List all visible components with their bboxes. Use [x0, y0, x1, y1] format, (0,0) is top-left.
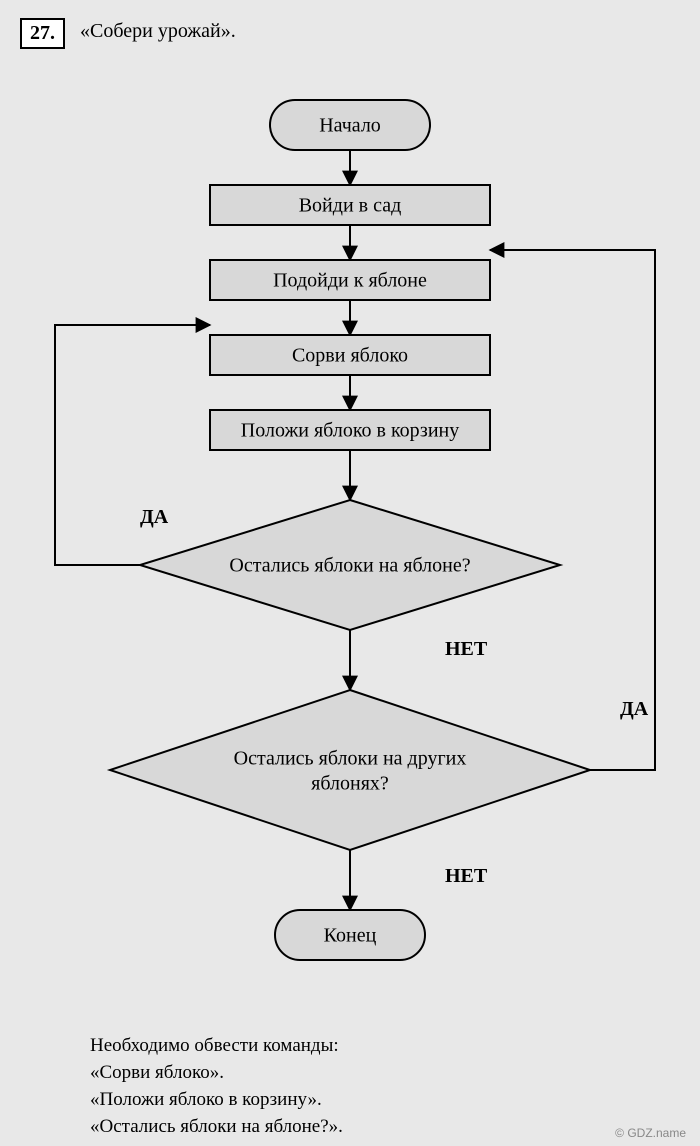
flowchart-svg: Начало Войди в сад Подойди к яблоне Сорв…: [0, 70, 700, 1030]
page: 27. «Собери урожай».: [0, 0, 700, 1146]
svg-text:Остались яблоки на других: Остались яблоки на других: [234, 748, 467, 770]
node-end: Конец: [275, 910, 425, 960]
footer-line-3: «Положи яблоко в корзину».: [90, 1089, 322, 1111]
svg-text:Положи яблоко в корзину: Положи яблоко в корзину: [241, 420, 459, 442]
label-net-2: НЕТ: [445, 865, 488, 887]
svg-text:Сорви яблоко: Сорви яблоко: [292, 345, 408, 367]
node-start: Начало: [270, 100, 430, 150]
node-enter-garden: Войди в сад: [210, 185, 490, 225]
footer-line-4: «Остались яблоки на яблоне?».: [90, 1116, 343, 1138]
label-net-1: НЕТ: [445, 638, 488, 660]
footer-line-1: Необходимо обвести команды:: [90, 1035, 339, 1057]
task-number-box: 27.: [20, 18, 65, 49]
svg-text:Начало: Начало: [319, 115, 381, 137]
node-decision-apples-left: Остались яблоки на яблоне?: [140, 500, 560, 630]
label-da-2: ДА: [620, 698, 649, 720]
svg-text:Остались яблоки на яблоне?: Остались яблоки на яблоне?: [229, 555, 470, 577]
node-put-basket: Положи яблоко в корзину: [210, 410, 490, 450]
svg-text:Подойди к яблоне: Подойди к яблоне: [273, 270, 427, 292]
svg-text:Войди в сад: Войди в сад: [299, 195, 402, 217]
watermark: © GDZ.name: [615, 1126, 686, 1140]
task-title: «Собери урожай».: [80, 20, 236, 43]
svg-text:Конец: Конец: [324, 925, 377, 947]
footer-line-2: «Сорви яблоко».: [90, 1062, 224, 1084]
node-pick-apple: Сорви яблоко: [210, 335, 490, 375]
node-goto-tree: Подойди к яблоне: [210, 260, 490, 300]
node-decision-other-trees: Остались яблоки на других яблонях?: [110, 690, 590, 850]
svg-text:яблонях?: яблонях?: [311, 773, 389, 795]
label-da-1: ДА: [140, 506, 169, 528]
